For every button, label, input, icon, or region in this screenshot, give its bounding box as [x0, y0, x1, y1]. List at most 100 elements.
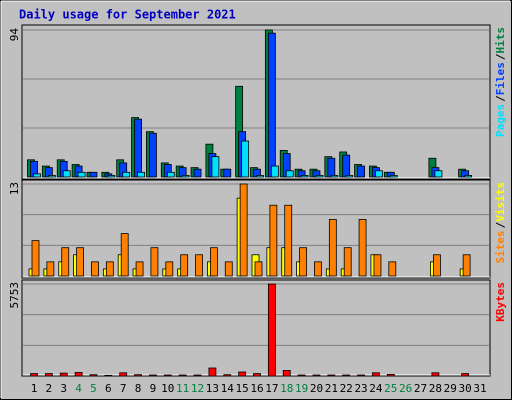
bar: [434, 170, 443, 178]
bar: [389, 175, 398, 178]
bar: [193, 374, 202, 377]
bar: [299, 247, 308, 277]
x-tick-label: 8: [135, 382, 142, 395]
bar: [312, 374, 321, 377]
x-tick-label: 28: [429, 382, 442, 395]
legend-separator: /: [494, 221, 507, 228]
bar: [89, 171, 98, 178]
bar: [224, 261, 233, 277]
y-tick-label: 94: [8, 28, 21, 42]
legend-entry: Files: [494, 62, 507, 95]
bar: [149, 374, 157, 377]
x-tick-label: 14: [221, 382, 235, 395]
x-tick-label: 29: [444, 382, 457, 395]
x-tick-label: 5: [90, 382, 97, 395]
x-tick-label: 1: [31, 382, 38, 395]
x-tick-label: 30: [459, 382, 472, 395]
bar: [31, 240, 40, 277]
legend-separator: /: [494, 53, 507, 60]
bar: [208, 367, 217, 377]
x-tick-label: 18: [280, 382, 293, 395]
y-tick-label: 13: [8, 182, 21, 195]
x-tick-label: 13: [206, 382, 219, 395]
bar: [461, 373, 470, 377]
x-tick-label: 11: [176, 382, 189, 395]
bar: [195, 254, 203, 277]
bar: [163, 374, 172, 377]
bar: [165, 261, 174, 277]
x-tick-label: 7: [120, 382, 127, 395]
bar: [256, 175, 264, 178]
legend: KBytes: [494, 282, 507, 322]
bar: [89, 374, 98, 377]
bar: [134, 118, 142, 178]
x-tick-label: 16: [250, 382, 263, 395]
bar: [342, 154, 351, 178]
x-tick-label: 27: [414, 382, 427, 395]
y-tick-label: 5753: [8, 282, 21, 309]
bar: [267, 283, 276, 377]
x-tick-label: 20: [310, 382, 323, 395]
bar: [373, 254, 382, 277]
bar: [74, 372, 83, 377]
x-tick-label: 17: [265, 382, 278, 395]
bar: [107, 175, 116, 178]
bar: [297, 374, 306, 377]
bar: [122, 171, 131, 178]
x-tick-label: 24: [369, 382, 383, 395]
bar: [357, 165, 365, 178]
bar: [238, 371, 247, 377]
x-tick-label: 19: [295, 382, 308, 395]
bar: [358, 218, 367, 277]
bar: [30, 373, 38, 377]
bar: [270, 165, 279, 178]
legend-entry: Pages: [494, 104, 507, 137]
bar: [330, 175, 339, 178]
bar: [241, 140, 250, 178]
bar: [223, 168, 232, 178]
bar: [150, 247, 159, 277]
legend-separator: /: [494, 95, 507, 102]
bar: [104, 374, 113, 377]
bar: [44, 373, 53, 377]
x-tick-label: 22: [340, 382, 353, 395]
bar: [327, 157, 336, 178]
x-tick-label: 15: [236, 382, 249, 395]
x-tick-label: 6: [105, 382, 112, 395]
bar: [342, 374, 351, 377]
bar: [59, 372, 68, 377]
bar: [357, 374, 365, 377]
panel: [21, 24, 491, 180]
bar: [181, 175, 190, 178]
bar: [193, 168, 202, 178]
bar: [267, 32, 276, 178]
bar: [328, 218, 337, 277]
bar: [345, 175, 354, 178]
bar: [432, 254, 441, 277]
legend-entry: Hits: [494, 27, 507, 54]
bar: [61, 247, 70, 277]
bar: [91, 261, 99, 277]
bar: [137, 171, 145, 178]
bar: [119, 372, 128, 377]
bar: [343, 247, 352, 277]
bar: [105, 261, 114, 277]
bar: [314, 261, 322, 277]
bar: [462, 254, 471, 277]
bar: [77, 171, 86, 178]
x-tick-label: 26: [399, 382, 412, 395]
bar: [62, 170, 71, 178]
bar: [253, 373, 261, 377]
legend-entry: Visits: [494, 182, 507, 222]
x-tick-label: 10: [161, 382, 174, 395]
legend-entry: Sites: [494, 230, 507, 263]
x-tick-label: 23: [354, 382, 367, 395]
bar: [134, 374, 142, 377]
bar: [33, 173, 41, 178]
bar: [327, 374, 336, 377]
x-tick-label: 2: [46, 382, 53, 395]
bar: [388, 261, 397, 277]
bar: [372, 372, 380, 377]
bar: [300, 175, 309, 178]
